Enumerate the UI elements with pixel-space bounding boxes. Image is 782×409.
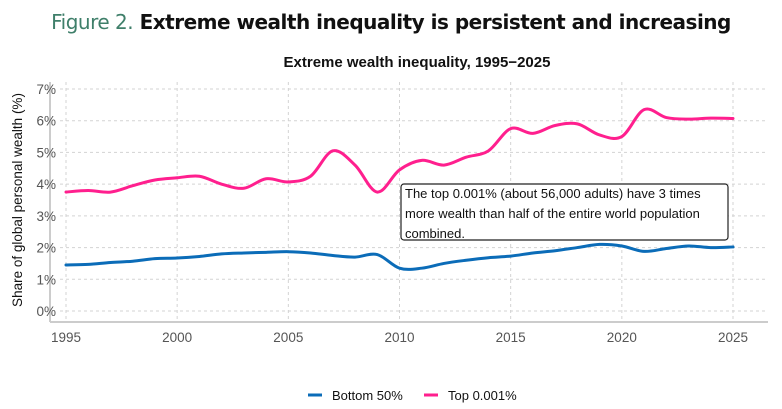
y-tick-label: 6% [36, 114, 56, 129]
x-tick-label: 2005 [273, 330, 303, 345]
legend-label-bottom50: Bottom 50% [332, 388, 403, 403]
annotation-line: more wealth than half of the entire worl… [405, 206, 700, 221]
legend-label-top0001: Top 0.001% [448, 388, 517, 403]
y-tick-label: 3% [36, 209, 56, 224]
y-tick-label: 2% [36, 241, 56, 256]
series-line-bottom50 [64, 242, 735, 271]
series-line-top0001 [64, 107, 735, 194]
y-tick-label: 7% [36, 82, 56, 97]
x-tick-label: 2015 [496, 330, 526, 345]
chart-title: Extreme wealth inequality, 1995−2025 [284, 54, 551, 71]
figure-number: Figure 2. [51, 10, 134, 34]
y-tick-label: 0% [36, 304, 56, 319]
annotation-line: combined. [405, 226, 465, 241]
y-axis-label: Share of global personal wealth (%) [10, 93, 25, 307]
x-tick-label: 2025 [718, 330, 748, 345]
legend: Bottom 50% Top 0.001% [308, 388, 517, 403]
annotation-box: The top 0.001% (about 56,000 adults) hav… [400, 183, 729, 241]
y-tick-label: 4% [36, 177, 56, 192]
annotation-line: The top 0.001% (about 56,000 adults) hav… [405, 186, 701, 201]
x-tick-label: 2010 [384, 330, 414, 345]
figure-title: Figure 2. Extreme wealth inequality is p… [0, 10, 782, 34]
y-tick-label: 5% [36, 145, 56, 160]
x-tick-label: 2000 [162, 330, 192, 345]
x-tick-label: 2020 [607, 330, 637, 345]
x-tick-label: 1995 [51, 330, 81, 345]
figure-title-text: Extreme wealth inequality is persistent … [139, 10, 732, 34]
y-tick-label: 1% [36, 272, 56, 287]
